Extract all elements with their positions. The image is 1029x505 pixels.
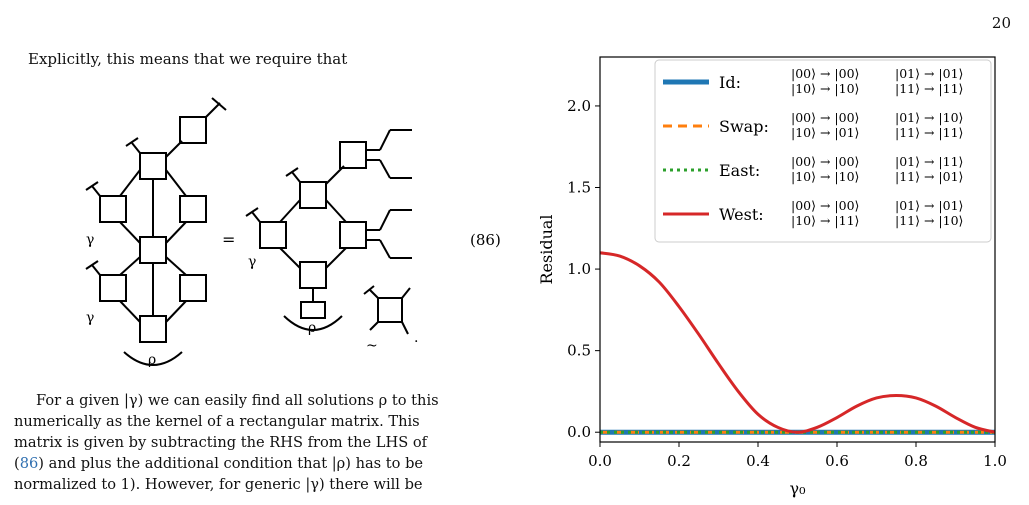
- y-tick-label: 1.5: [567, 179, 591, 197]
- tensor-box: [139, 152, 167, 180]
- tensor-box: [139, 236, 167, 264]
- x-axis-label: γ₀: [790, 479, 806, 498]
- tensor-box: [179, 274, 207, 302]
- y-tick-label: 0.0: [567, 423, 591, 441]
- tensor-box: [139, 315, 167, 343]
- rho-label: ρ: [148, 352, 156, 368]
- gamma-label: γ: [86, 232, 94, 248]
- paragraph-line: (86) and plus the additional condition t…: [14, 455, 424, 472]
- gamma-label: γ: [248, 254, 256, 270]
- tensor-box: [179, 195, 207, 223]
- plot-frame: [599, 56, 996, 443]
- legend-map: |10⟩ → |10⟩: [791, 169, 859, 184]
- rho-label: ρ: [308, 320, 316, 336]
- legend-map: |01⟩ → |10⟩: [895, 110, 963, 125]
- legend-map: |11⟩ → |01⟩: [895, 169, 963, 184]
- legend-map: |11⟩ → |11⟩: [895, 81, 963, 96]
- tensor-network-equation: γ γ ρ =: [85, 97, 501, 368]
- y-axis-label: Residual: [537, 214, 556, 284]
- legend-map: |00⟩ → |00⟩: [791, 198, 859, 213]
- x-tick-label: 1.0: [983, 452, 1007, 470]
- legend-map: |00⟩ → |00⟩: [791, 154, 859, 169]
- legend-map: |10⟩ → |10⟩: [791, 81, 859, 96]
- equation-citation[interactable]: 86: [19, 455, 39, 472]
- legend-map: |10⟩ → |01⟩: [791, 125, 859, 140]
- paragraph-line: For a given |γ) we can easily find all s…: [36, 392, 439, 409]
- y-tick-label: 1.0: [567, 260, 591, 278]
- tensor-box: [179, 116, 207, 144]
- series-line-4: [599, 251, 996, 434]
- paragraph-line: numerically as the kernel of a rectangul…: [14, 413, 420, 430]
- equation-number: (86): [470, 231, 501, 249]
- body-paragraph: For a given |γ) we can easily find all s…: [14, 390, 500, 495]
- paragraph-line: matrix is given by subtracting the RHS f…: [14, 434, 428, 451]
- residual-chart: 0.0 0.2 0.4 0.6 0.8 1.0 0.0 0.5 1.0 1.5 2.0 γ₀ Resid…: [537, 56, 1007, 498]
- legend-map: |10⟩ → |11⟩: [791, 213, 859, 228]
- paragraph-line: normalized to 1). However, for generic |…: [14, 476, 423, 493]
- tensor-box: [99, 195, 127, 223]
- intro-sentence: Explicitly, this means that we require t…: [28, 50, 348, 68]
- x-tick-label: 0.6: [825, 452, 849, 470]
- legend-map: |00⟩ → |00⟩: [791, 110, 859, 125]
- legend-label: Id:: [719, 73, 741, 92]
- period-mark: .: [414, 330, 418, 346]
- legend-map: |11⟩ → |11⟩: [895, 125, 963, 140]
- equals-sign: =: [222, 230, 235, 249]
- tensor-box: [99, 274, 127, 302]
- legend-map: |01⟩ → |11⟩: [895, 154, 963, 169]
- y-tick-label: 2.0: [567, 97, 591, 115]
- tilde-label: ~: [366, 338, 378, 354]
- legend-map: |00⟩ → |00⟩: [791, 66, 859, 81]
- x-tick-label: 0.0: [588, 452, 612, 470]
- legend-label: Swap:: [719, 117, 769, 136]
- legend-map: |11⟩ → |10⟩: [895, 213, 963, 228]
- page-number: 20: [991, 14, 1011, 32]
- x-tick-label: 0.2: [667, 452, 691, 470]
- gamma-label: γ: [86, 310, 94, 326]
- legend-box: [654, 59, 992, 243]
- legend-map: |01⟩ → |01⟩: [895, 198, 963, 213]
- y-tick-label: 0.5: [567, 342, 591, 360]
- legend-label: East:: [719, 161, 760, 180]
- legend-label: West:: [719, 205, 764, 224]
- x-tick-label: 0.4: [746, 452, 770, 470]
- x-tick-label: 0.8: [904, 452, 928, 470]
- legend-map: |01⟩ → |01⟩: [895, 66, 963, 81]
